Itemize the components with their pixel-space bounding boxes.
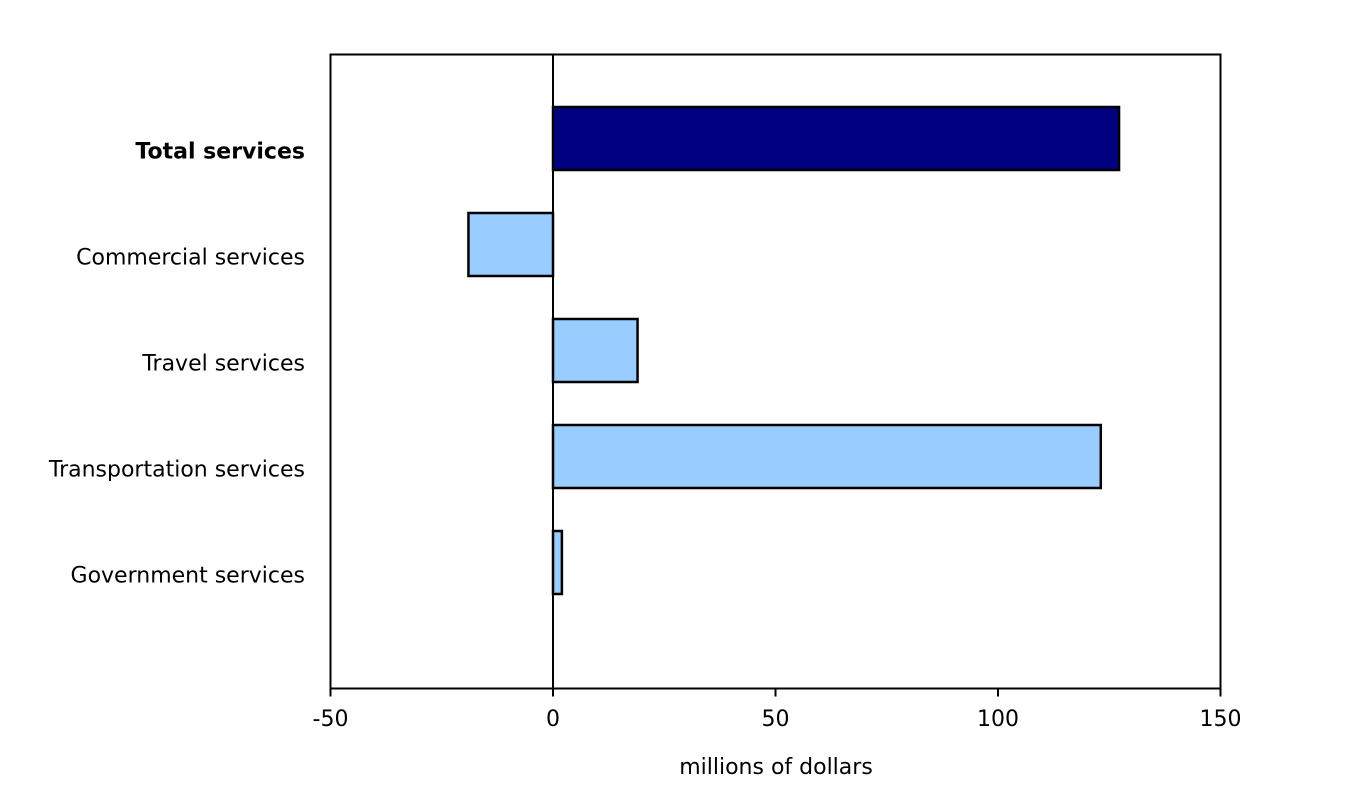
x-tick-label: -50 [313, 707, 349, 732]
x-tick-label: 50 [762, 707, 790, 732]
x-tick-label: 0 [546, 707, 560, 732]
bar-government-services [551, 529, 564, 596]
x-axis-label: millions of dollars [679, 755, 873, 780]
category-label: Commercial services [76, 246, 305, 271]
bar-travel-services [551, 317, 639, 384]
x-tick-label: 150 [1200, 707, 1242, 732]
bar-transportation-services [551, 423, 1103, 490]
bar-commercial-services [467, 211, 555, 278]
category-label: Total services [135, 140, 305, 165]
bar-total-services [551, 105, 1121, 172]
x-tick-label: 100 [977, 707, 1019, 732]
category-label: Travel services [141, 352, 305, 377]
category-label: Transportation services [48, 458, 305, 483]
category-label: Government services [71, 564, 305, 589]
